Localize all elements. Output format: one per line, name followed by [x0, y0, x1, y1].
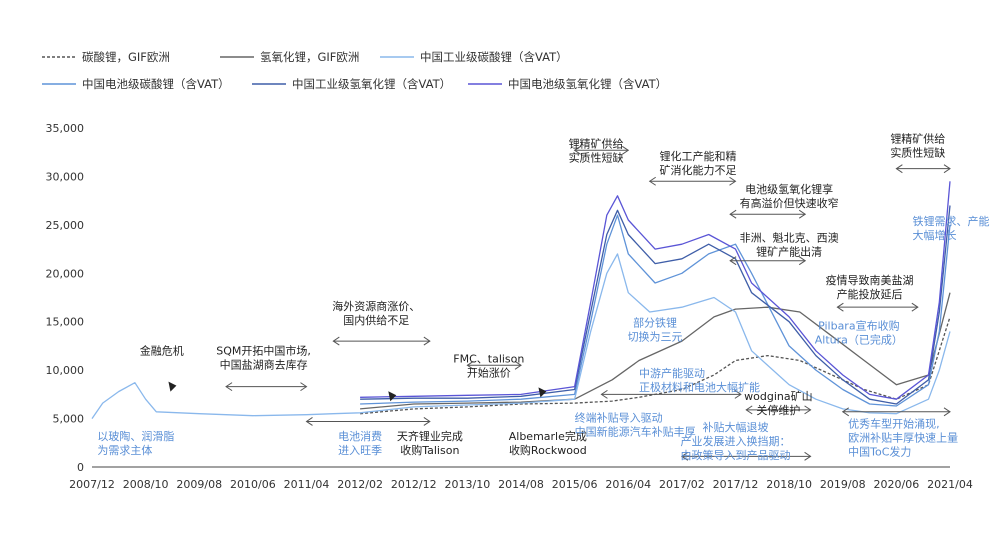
y-tick-label: 0 [77, 461, 84, 474]
y-tick-label: 10,000 [46, 364, 85, 377]
double-arrow [745, 405, 812, 415]
y-tick-label: 5,000 [53, 413, 85, 426]
legend-entry: 中国电池级碳酸锂（含VAT） [82, 77, 230, 91]
x-tick-label: 2009/08 [176, 478, 222, 491]
double-arrow [305, 417, 431, 426]
series-line [91, 253, 951, 419]
x-tick-label: 2011/04 [284, 478, 330, 491]
double-arrow [573, 145, 630, 155]
double-arrow [836, 302, 919, 312]
x-tick-label: 2015/06 [552, 478, 598, 491]
series-group [91, 181, 951, 419]
annotation-terminal-subsidy: 终端补贴导入驱动中国新能源汽车补贴丰厚 [575, 410, 696, 438]
legend-entry: 氢氧化锂，GIF欧洲 [260, 50, 359, 64]
annotation-glass-ceramics: 以玻陶、润滑脂为需求主体 [97, 429, 174, 457]
series-line [360, 205, 951, 405]
annotation-pandemic-salt-lake: 疫情导致南美盐湖产能投放延后 [826, 273, 914, 301]
double-arrow [648, 176, 737, 186]
annotation-sqm-china: SQM开拓中国市场,中国盐湖商去库存 [216, 344, 311, 372]
x-tick-label: 2021/04 [927, 478, 973, 491]
annotation-tianqi-talison: 天齐锂业完成收购Talison [397, 429, 463, 457]
double-arrow [729, 209, 807, 219]
x-tick-label: 2020/06 [874, 478, 920, 491]
legend-entry: 中国工业级碳酸锂（含VAT） [420, 50, 568, 64]
x-tick-label: 2014/08 [498, 478, 544, 491]
annotation-fmc-talison: FMC、talison 开始涨价 [453, 352, 524, 379]
annotation-pilbara-altura: Pilbara宣布收购 Altura（已完成） [815, 318, 903, 346]
annotation-quality-models: 优秀车型开始涌现,欧洲补贴丰厚快速上量中国ToC发力 [848, 416, 958, 458]
event-marker [538, 387, 547, 398]
annotation-arrows [225, 145, 951, 461]
legend: 碳酸锂，GIF欧洲 氢氧化锂，GIF欧洲 中国工业级碳酸锂（含VAT） 中国电池级碳酸… [42, 50, 667, 91]
y-tick-label: 35,000 [46, 122, 85, 135]
y-tick-label: 25,000 [46, 219, 85, 232]
annotation-overseas-resource: 海外资源商涨价、国内供给不足 [332, 299, 420, 327]
legend-entry: 中国电池级氢氧化锂（含VAT） [508, 77, 667, 91]
annotation-subsidy-decline: 补贴大幅退坡产业发展进入换挡期：由政策导入到产品驱动 [681, 420, 791, 462]
x-tick-label: 2017/12 [713, 478, 759, 491]
event-marker [168, 381, 177, 392]
double-arrow [332, 336, 431, 346]
series-line [360, 181, 951, 400]
series-line [360, 316, 951, 415]
double-arrow [680, 451, 812, 461]
x-tick-label: 2019/08 [820, 478, 866, 491]
axes: 0 5,000 10,000 15,000 20,000 25,000 30,000 35,0… [46, 122, 973, 491]
event-markers [168, 381, 547, 402]
annotation-iron-lithium-demand: 铁锂需求、产能大幅增长 [912, 214, 989, 242]
annotation-battery-consumption: 电池消费进入旺季 [338, 429, 382, 457]
legend-entry: 中国工业级氢氧化锂（含VAT） [292, 77, 451, 91]
x-tick-label: 2017/02 [659, 478, 705, 491]
y-tick-label: 15,000 [46, 316, 85, 329]
annotation-africa-quebec: 非洲、魁北克、西澳锂矿产能出清 [740, 230, 839, 258]
x-tick-label: 2016/04 [605, 478, 651, 491]
annotation-lithium-capacity: 锂化工产能和精矿消化能力不足 [659, 149, 736, 177]
x-tick-label: 2007/12 [69, 478, 115, 491]
annotation-wodgina: wodgina矿山关停维护 [744, 390, 812, 417]
y-tick-label: 20,000 [46, 267, 85, 280]
double-arrow [225, 382, 308, 392]
double-arrow [841, 407, 951, 417]
annotation-albemarle: Albemarle完成收购Rockwood [509, 429, 587, 457]
series-line [360, 292, 951, 410]
annotation-midstream-capacity: 中游产能驱动正极材料和电池大幅扩能 [639, 366, 760, 394]
x-tick-label: 2012/02 [337, 478, 383, 491]
double-arrow [600, 389, 742, 399]
x-tick-label: 2013/10 [445, 478, 491, 491]
annotation-spodumene-shortage-1: 锂精矿供给实质性短缺 [569, 136, 624, 164]
x-tick-label: 2010/06 [230, 478, 276, 491]
double-arrow [729, 256, 807, 266]
double-arrow [895, 164, 951, 174]
double-arrow [466, 360, 522, 370]
x-tick-label: 2012/12 [391, 478, 437, 491]
annotation-partial-iron-lithium: 部分铁锂切换为三元 [628, 316, 683, 344]
event-marker [388, 391, 397, 402]
annotation-battery-premium: 电池级氢氧化锂享有高溢价但快速收窄 [740, 182, 839, 210]
x-tick-label: 2018/10 [766, 478, 812, 491]
annotation-financial-crisis: 金融危机 [140, 344, 184, 358]
y-tick-label: 30,000 [46, 170, 85, 183]
annotation-spodumene-shortage-2: 锂精矿供给实质性短缺 [890, 132, 945, 160]
series-line [360, 214, 951, 407]
x-tick-label: 2008/10 [123, 478, 169, 491]
legend-entry: 碳酸锂，GIF欧洲 [82, 50, 170, 64]
